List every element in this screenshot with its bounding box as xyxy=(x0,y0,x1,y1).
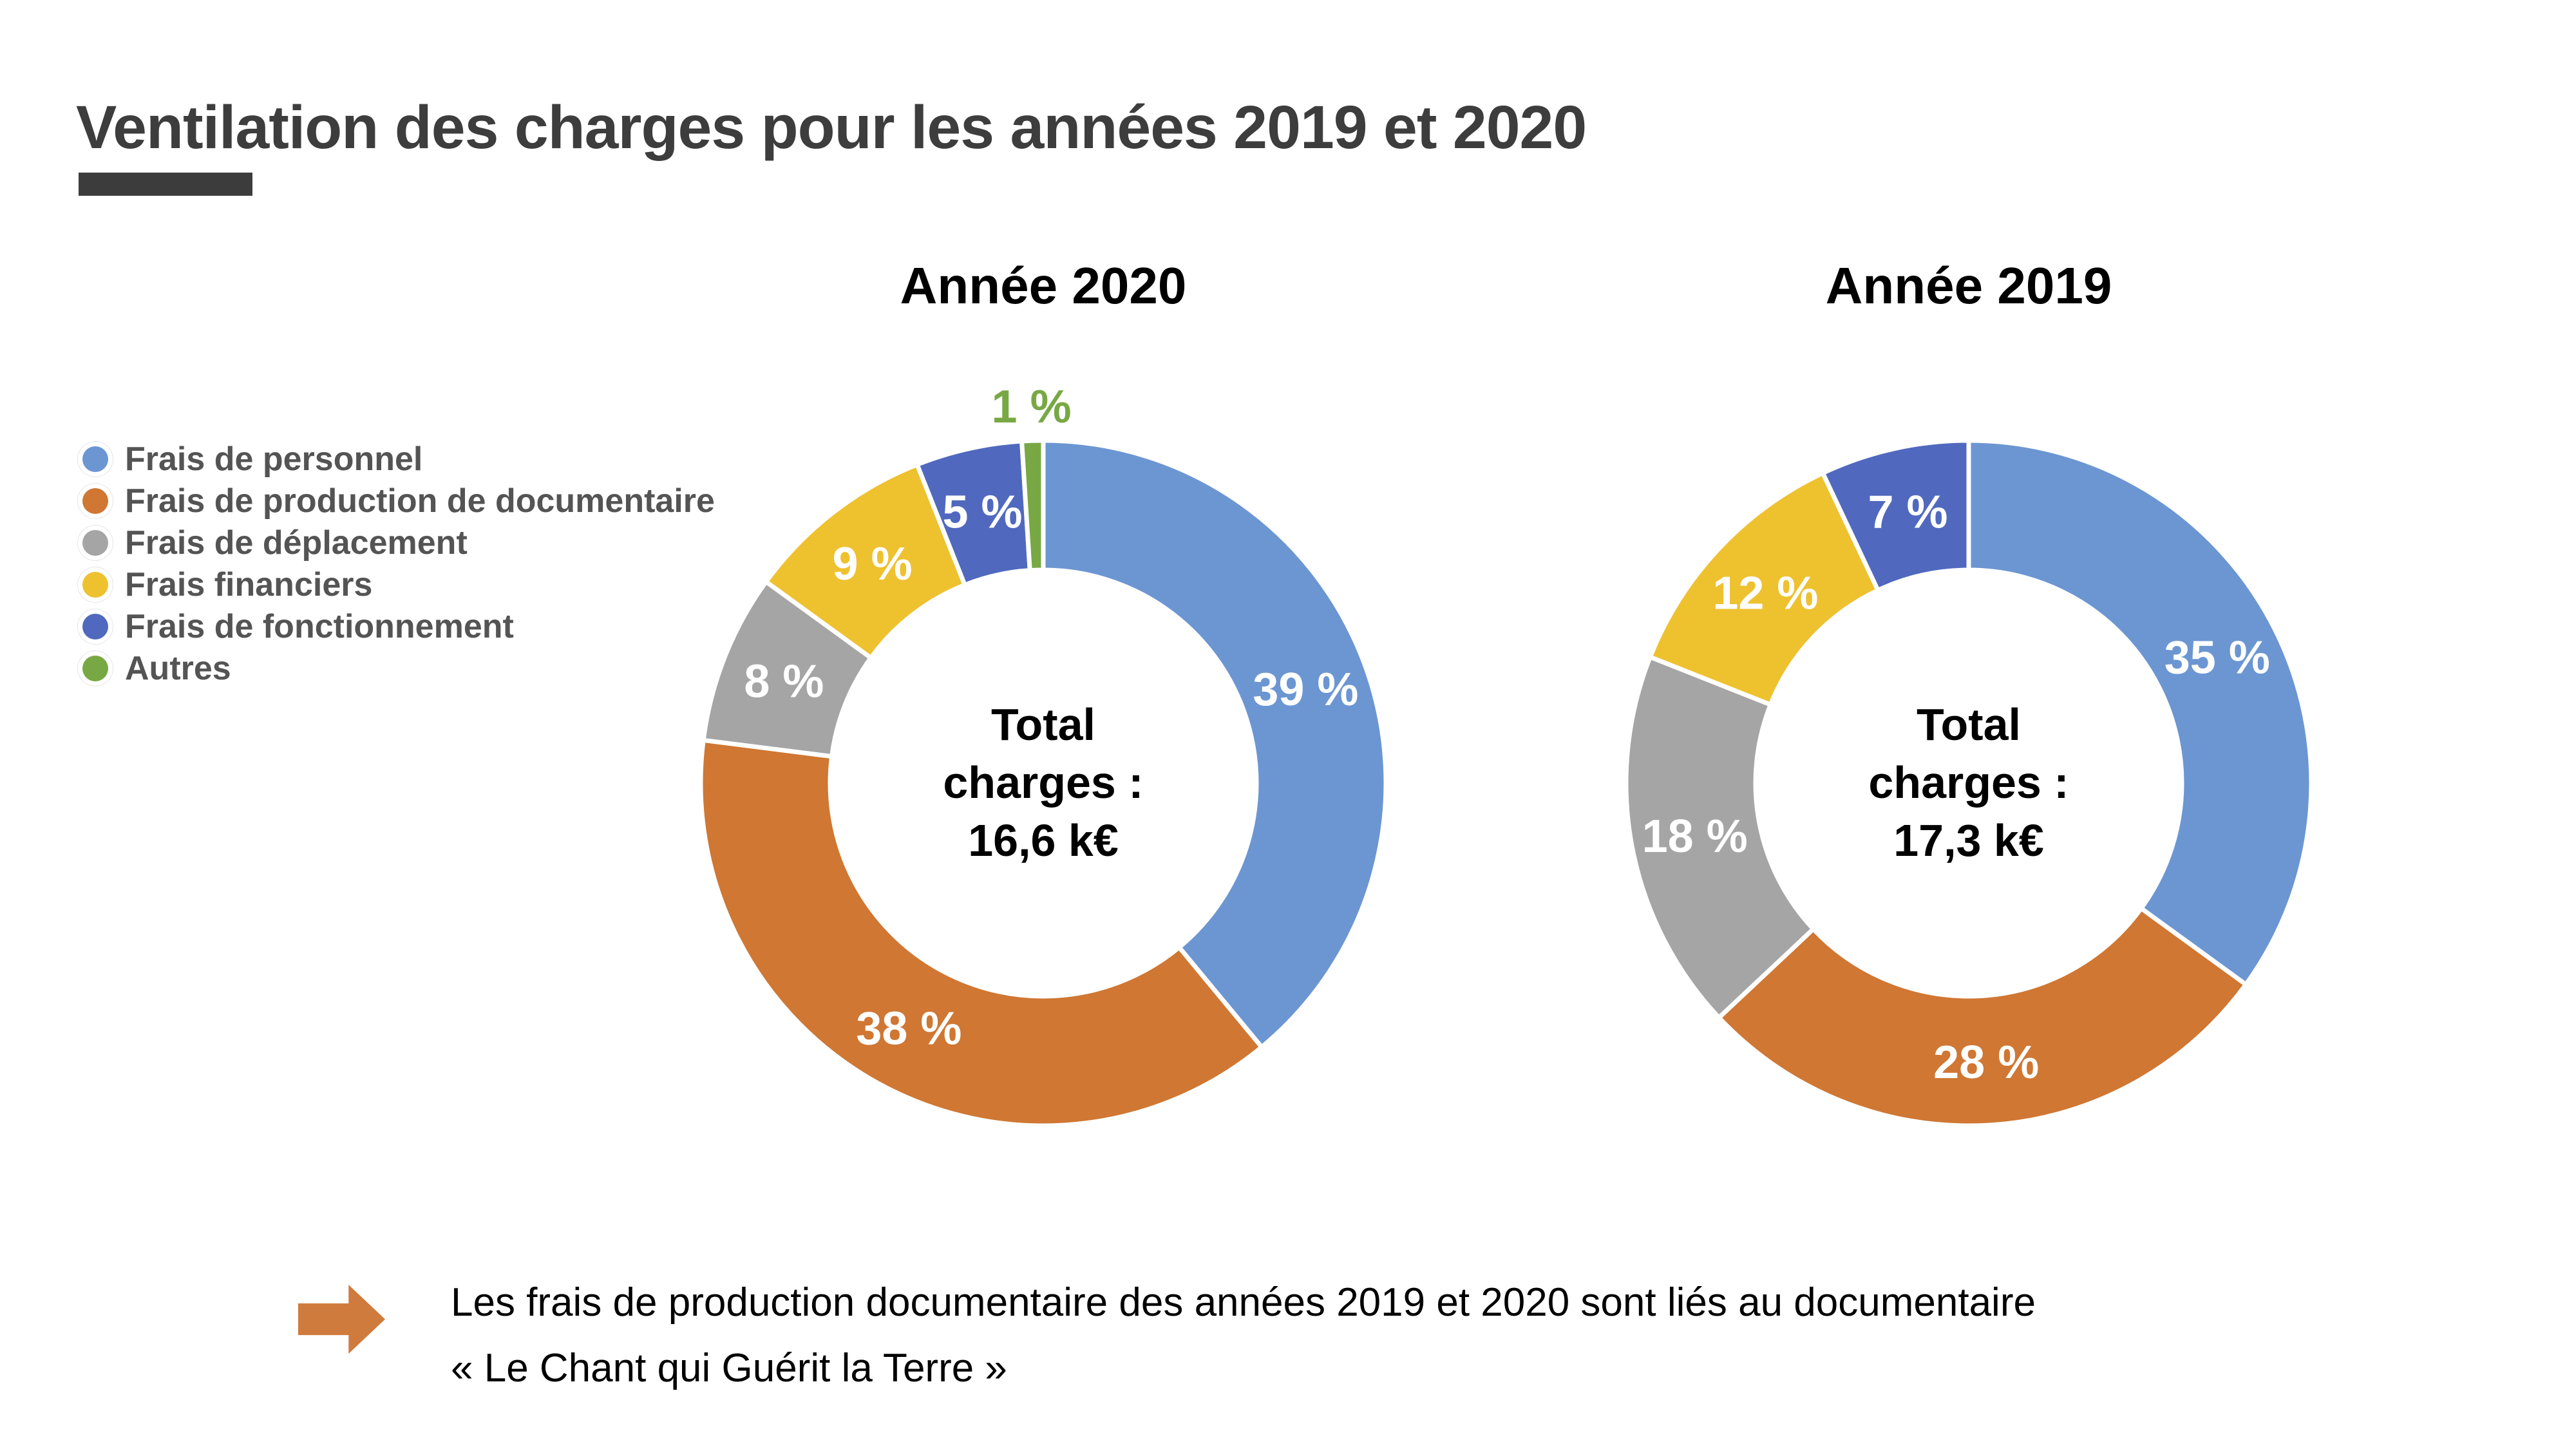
slice-percentage-label-5: 1 % xyxy=(992,381,1072,433)
slice-percentage-label-4: 5 % xyxy=(942,486,1022,538)
slice-percentage-label-0: 35 % xyxy=(2164,632,2270,683)
donut-slice-1 xyxy=(698,737,1265,1128)
legend-dot-icon xyxy=(82,613,108,639)
center-total-line-1: charges : xyxy=(943,757,1144,808)
footnote: Les frais de production documentaire des… xyxy=(451,1270,2036,1401)
legend-dot-icon xyxy=(82,529,108,556)
legend-item-label: Autres xyxy=(125,649,231,687)
slice-percentage-label-1: 38 % xyxy=(856,1003,961,1054)
legend: Frais de personnel Frais de production de… xyxy=(82,438,715,689)
legend-item-label: Frais de production de documentaire xyxy=(125,482,715,520)
slice-percentage-label-4: 7 % xyxy=(1868,486,1947,538)
chart-title-2019: Année 2019 xyxy=(1825,257,2112,314)
center-total-line-2: 17,3 k€ xyxy=(1893,815,2044,866)
legend-dot-icon xyxy=(82,446,108,472)
donut-chart-2019: 35 % 28 % 18 % 12 % 7 % xyxy=(1624,438,2314,1128)
donut-slice-0 xyxy=(1966,438,2314,988)
donut-center-total-2020: Total charges : 16,6 k€ xyxy=(799,696,1288,869)
legend-item-label: Frais de personnel xyxy=(125,440,423,478)
center-total-line-2: 16,6 k€ xyxy=(968,815,1119,866)
legend-item-label: Frais de fonctionnement xyxy=(125,607,514,645)
donut-slice-2 xyxy=(1624,654,1817,1021)
legend-item-1: Frais de production de documentaire xyxy=(82,480,715,522)
center-total-line-1: charges : xyxy=(1868,757,2069,808)
legend-dot-icon xyxy=(82,655,108,681)
legend-item-2: Frais de déplacement xyxy=(82,522,715,564)
slice-percentage-label-3: 9 % xyxy=(833,538,913,590)
legend-item-label: Frais financiers xyxy=(125,565,373,603)
donut-slice-4 xyxy=(1819,438,1971,594)
legend-dot-icon xyxy=(82,488,108,514)
chart-title-2020: Année 2020 xyxy=(900,257,1187,314)
donut-chart-2020: 39 % 38 % 8 % 9 % 5 % 1 % xyxy=(698,381,1388,1128)
title-underline xyxy=(79,173,252,196)
slice-percentage-label-2: 8 % xyxy=(744,656,824,708)
center-total-line-0: Total xyxy=(990,699,1095,750)
legend-item-label: Frais de déplacement xyxy=(125,524,468,562)
footnote-line-1: Les frais de production documentaire des… xyxy=(451,1280,2036,1325)
legend-item-4: Frais de fonctionnement xyxy=(82,605,715,647)
footnote-line-2: « Le Chant qui Guérit la Terre » xyxy=(451,1346,1007,1390)
legend-item-3: Frais financiers xyxy=(82,564,715,605)
donut-slice-5 xyxy=(1019,438,1046,573)
center-total-line-0: Total xyxy=(1916,699,2021,750)
legend-item-0: Frais de personnel xyxy=(82,438,715,480)
legend-dot-icon xyxy=(82,571,108,598)
slice-percentage-label-1: 28 % xyxy=(1933,1037,2039,1088)
legend-item-5: Autres xyxy=(82,647,715,689)
donut-center-total-2019: Total charges : 17,3 k€ xyxy=(1724,696,2213,869)
donut-slice-0 xyxy=(1041,438,1388,1050)
slice-percentage-label-0: 39 % xyxy=(1253,664,1358,715)
slice-percentage-label-3: 12 % xyxy=(1712,568,1818,620)
slice-percentage-label-2: 18 % xyxy=(1642,811,1748,862)
donut-slice-1 xyxy=(1716,905,2249,1128)
page-title: Ventilation des charges pour les années … xyxy=(76,93,1587,162)
right-arrow-icon xyxy=(298,1285,385,1354)
